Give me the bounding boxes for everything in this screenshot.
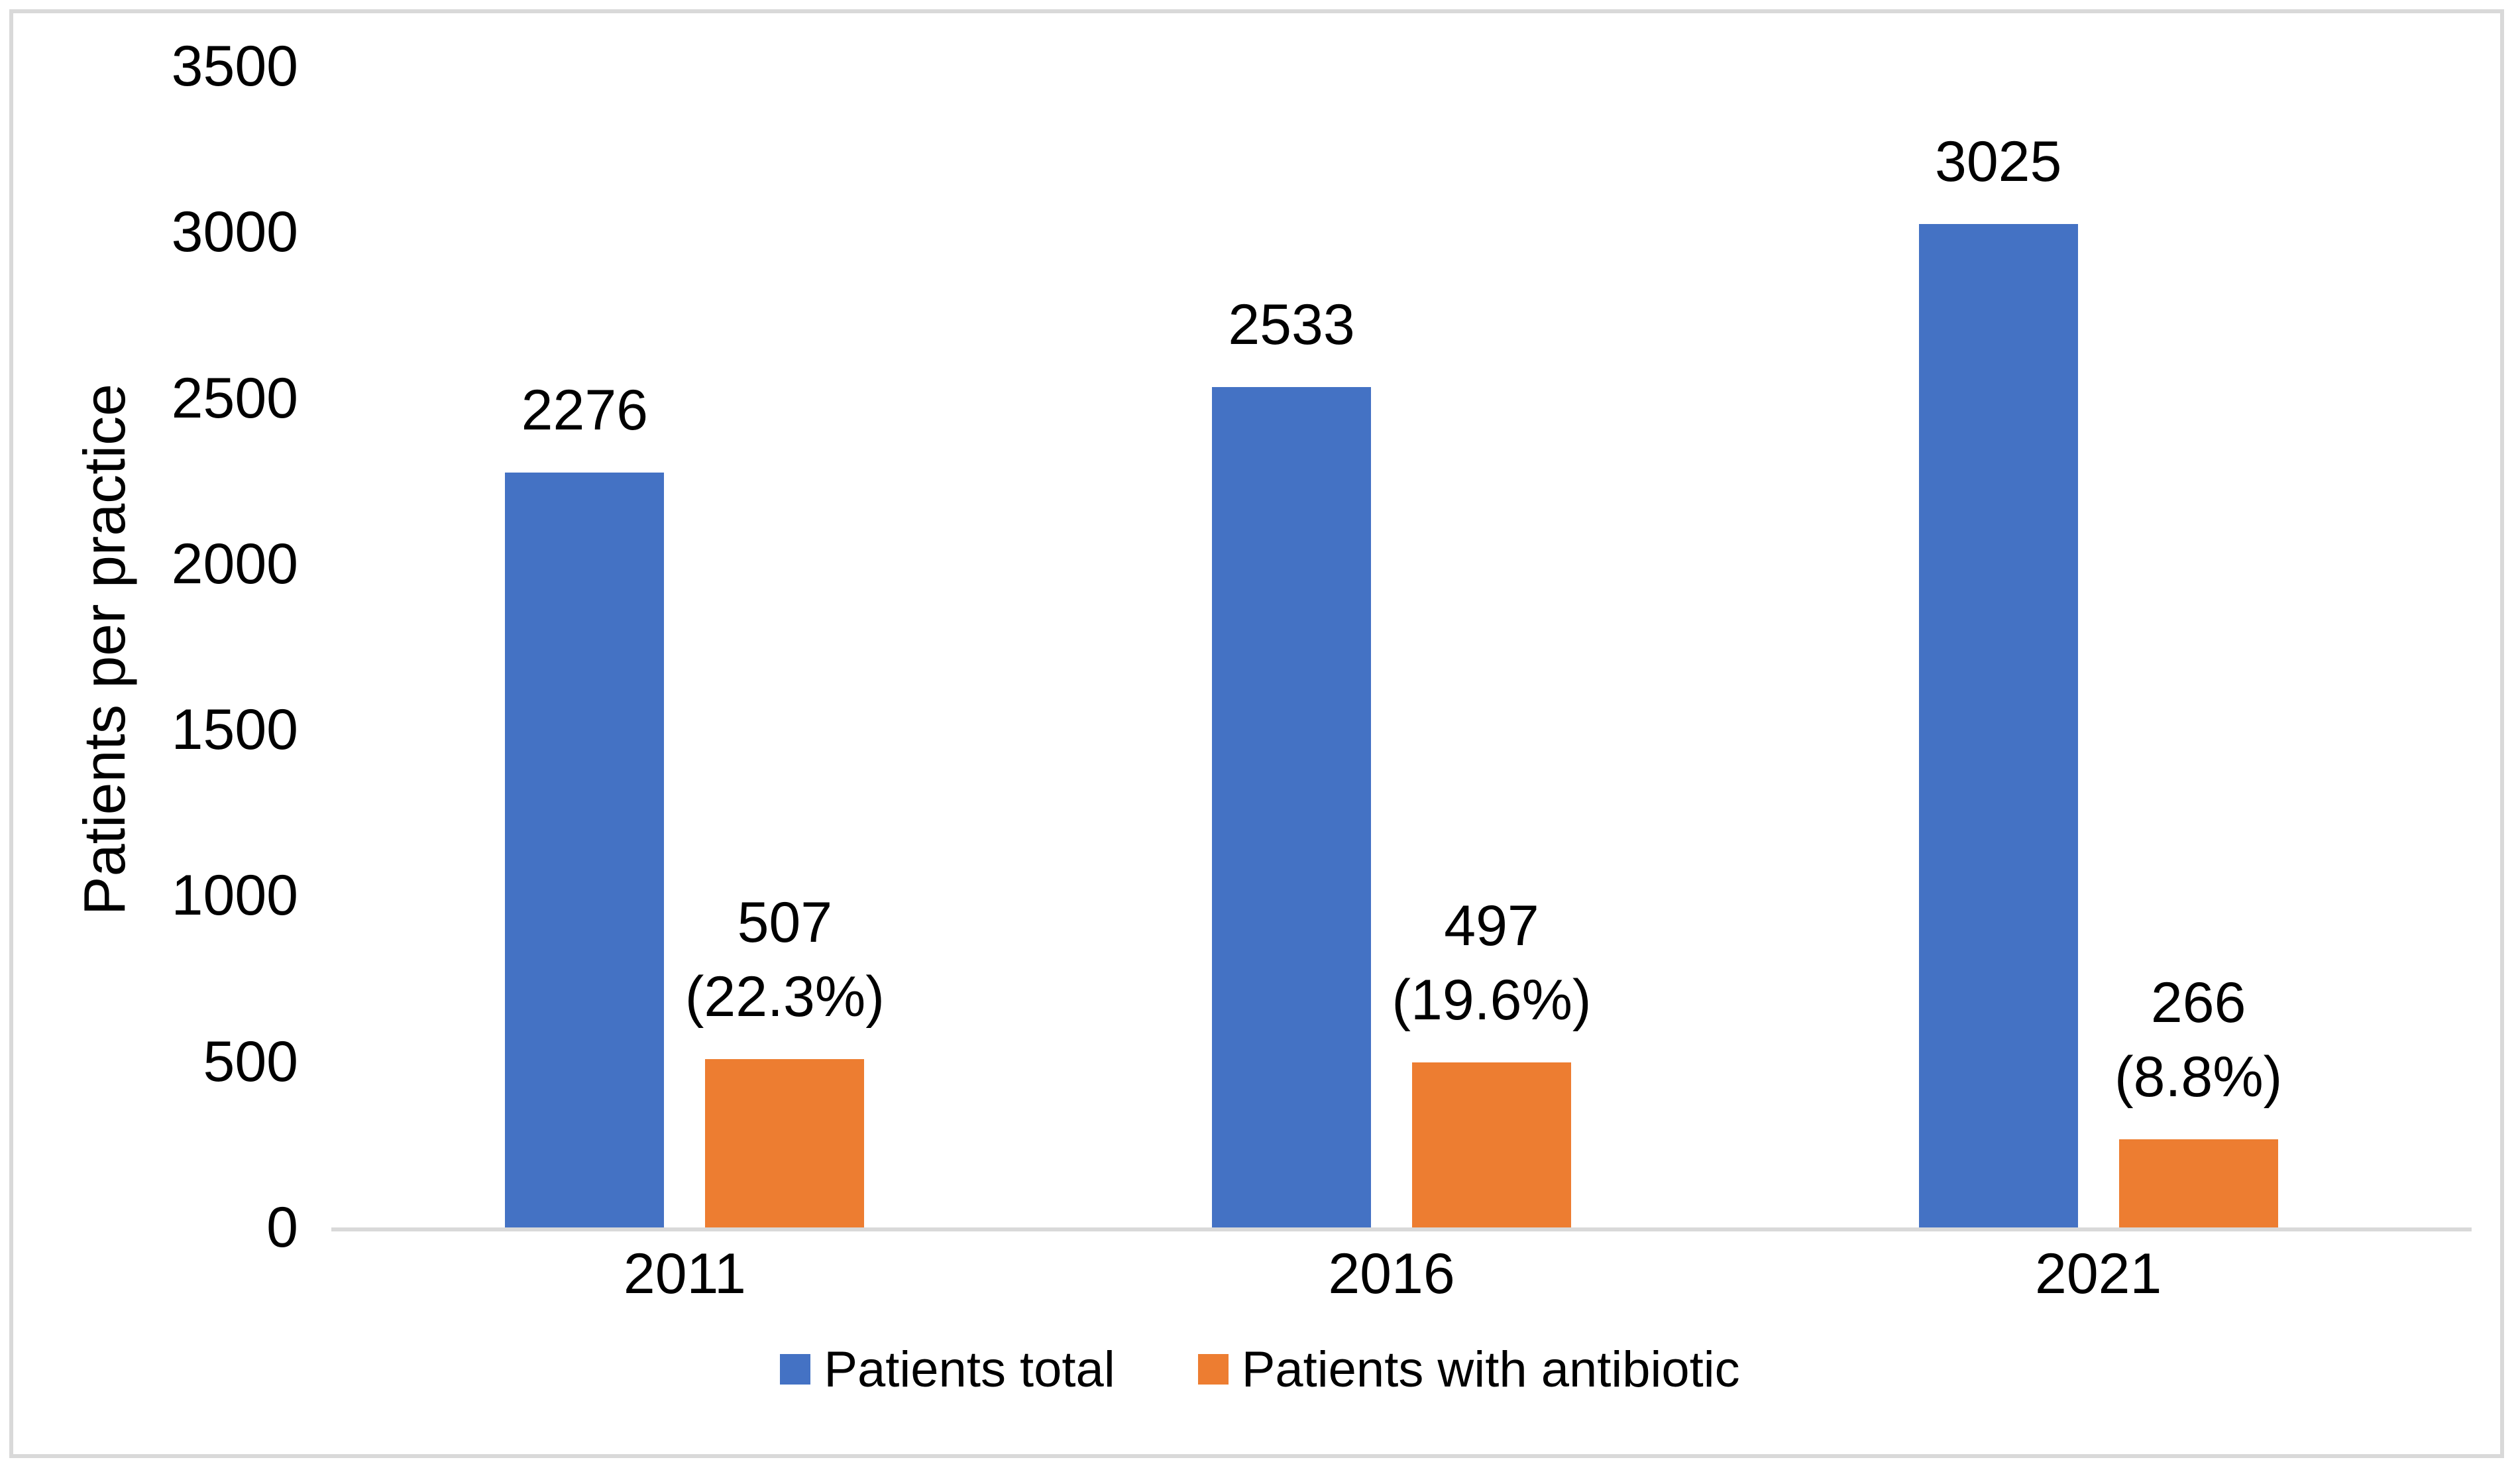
y-tick-label-2000: 2000 — [171, 532, 298, 596]
legend: Patients total Patients with antibiotic — [0, 1337, 2520, 1401]
legend-label: Patients total — [824, 1341, 1115, 1398]
bar-patients-total-2021 — [1918, 223, 2078, 1227]
bar-patients-with-antibiotic-2016 — [1412, 1062, 1571, 1227]
bar-data-label-patients-total-2021: 3025 — [1934, 129, 2062, 194]
x-category-label-2011: 2011 — [623, 1242, 746, 1306]
x-axis-line — [331, 1227, 2472, 1231]
bar-patients-with-antibiotic-2021 — [2118, 1139, 2278, 1227]
legend-label: Patients with antibiotic — [1241, 1341, 1740, 1398]
bar-data-label-patients-total-2011: 2276 — [521, 378, 648, 442]
y-tick-label-2500: 2500 — [171, 366, 298, 430]
bar-data-label-patients-total-2016: 2533 — [1228, 293, 1355, 357]
bar-patients-with-antibiotic-2011 — [705, 1059, 865, 1227]
y-tick-label-0: 0 — [266, 1196, 298, 1259]
legend-item-patients-total: Patients total — [780, 1341, 1115, 1398]
y-tick-label-1500: 1500 — [171, 698, 298, 762]
bar-patients-total-2011 — [505, 472, 665, 1227]
y-tick-label-1000: 1000 — [171, 864, 298, 928]
legend-item-patients-with-antibiotic: Patients with antibiotic — [1197, 1341, 1740, 1398]
y-tick-label-3500: 3500 — [171, 34, 298, 98]
x-category-label-2021: 2021 — [2034, 1242, 2162, 1306]
legend-marker-icon — [1197, 1354, 1229, 1385]
bar-data-label-patients-with-antibiotic-2021: 266 (8.8%) — [2114, 970, 2283, 1109]
x-category-label-2016: 2016 — [1328, 1242, 1455, 1306]
y-tick-label-3000: 3000 — [171, 200, 298, 264]
legend-marker-icon — [780, 1354, 811, 1385]
y-axis-title: Patients per practice — [72, 383, 137, 916]
bar-patients-total-2016 — [1212, 387, 1371, 1227]
bar-data-label-patients-with-antibiotic-2016: 497 (19.6%) — [1392, 894, 1592, 1033]
bar-data-label-patients-with-antibiotic-2011: 507 (22.3%) — [685, 891, 885, 1029]
y-tick-label-500: 500 — [203, 1029, 299, 1094]
